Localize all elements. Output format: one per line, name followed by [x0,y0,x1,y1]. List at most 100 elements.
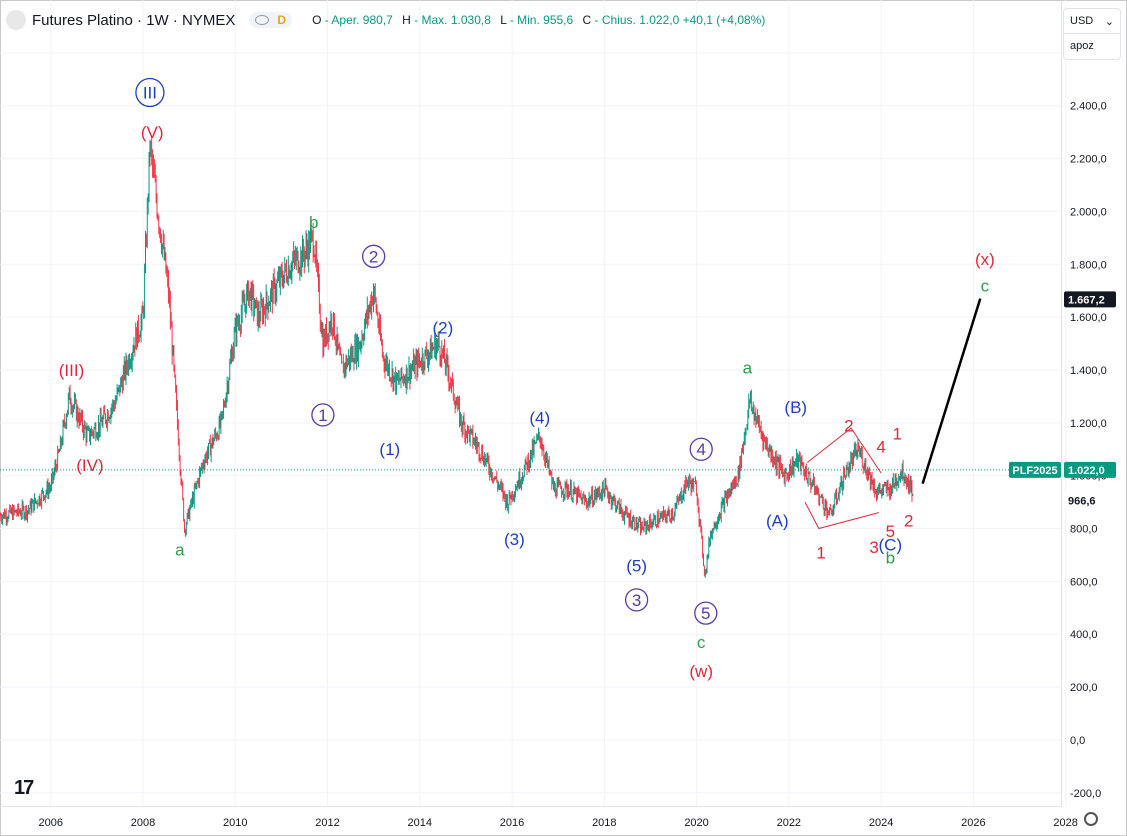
price-tag: 1.022,0 [1068,465,1105,477]
wedge-line [806,427,882,474]
y-tick-label: -200,0 [1070,788,1101,800]
y-tick-label: 2.000,0 [1070,206,1107,218]
price-tag-bg [1064,461,1116,478]
wave-circle [135,77,165,108]
wave-label: b [886,549,895,568]
wave-label: c [981,276,990,295]
wave-label: (4) [529,409,550,428]
x-tick-label: 2018 [592,817,616,829]
x-tick-label: 2024 [869,817,893,829]
wave-label: 4 [696,440,705,459]
y-tick-label: 1.600,0 [1070,312,1107,324]
wave-label: a [743,358,753,377]
wave-circle [694,601,718,625]
wave-circle [311,403,335,427]
price-tag-bg [1064,291,1116,308]
wave-label: 4 [876,438,885,457]
x-tick-label: 2026 [961,817,985,829]
scale-label: apoz [1070,39,1094,52]
x-tick-label: 2012 [315,817,339,829]
symbol-title[interactable]: Futures Platino · 1W · NYMEX [32,11,236,29]
currency-selector[interactable]: USD ⌄ apoz [1063,8,1121,60]
wave-label: (3) [504,530,525,549]
price-tag-bg [1064,492,1116,509]
wave-label: 2 [904,512,913,531]
wave-circle [624,588,649,612]
y-tick-label: 400,0 [1070,629,1098,641]
currency-label: USD [1070,15,1094,27]
wave-label: (IV) [76,456,103,475]
wedge-line [804,501,879,530]
open-label: O [312,13,322,27]
high-label: H [402,13,411,27]
x-tick-label: 2014 [408,817,432,829]
wave-label: 3 [632,591,641,610]
x-tick-label: 2016 [500,817,524,829]
wave-label: (V) [141,123,164,142]
gear-icon[interactable] [1084,812,1098,826]
x-tick-label: 2010 [223,817,247,829]
wave-label: (A) [766,512,789,531]
chart-legend-header: Futures Platino · 1W · NYMEX D O - Aper.… [6,8,765,32]
visibility-toggle[interactable]: D [249,12,293,28]
wave-label: (5) [626,557,647,576]
wave-label: 5 [886,522,895,541]
y-tick-label: 1.200,0 [1070,418,1107,430]
x-tick-label: 2020 [684,817,708,829]
y-tick-label: 2.200,0 [1070,154,1107,166]
wave-label: a [175,541,185,560]
wave-label: III [143,83,157,102]
wave-label: 1 [816,543,825,562]
y-tick-label: 600,0 [1070,576,1098,588]
wave-label: (w) [689,662,713,681]
price-axis-separator [1061,0,1062,806]
close-value: - Chius. 1.022,0 [594,13,680,27]
y-tick-label: 0,0 [1070,735,1085,747]
wave-label: (B) [784,398,807,417]
wave-label: (x) [975,250,995,269]
high-value: - Max. 1.030,8 [414,13,491,27]
scale-dropdown[interactable]: apoz [1064,33,1120,57]
close-label: C [582,13,592,27]
price-tag: 1.667,2 [1068,294,1105,306]
projection-line [921,298,982,484]
x-tick-label: 2006 [39,817,63,829]
wave-circle [362,244,386,268]
change-value: +40,1 (+4,08%) [682,13,766,27]
price-tag: 966,6 [1068,495,1096,507]
symbol-logo [6,10,26,30]
currency-dropdown[interactable]: USD ⌄ [1064,9,1120,33]
x-tick-label: 2008 [131,817,155,829]
wave-circle [689,437,713,461]
wave-label: c [697,633,706,652]
y-tick-label: 800,0 [1070,524,1098,536]
y-tick-label: 2.400,0 [1070,101,1107,113]
wave-label: 1 [318,406,327,425]
y-tick-label: 200,0 [1070,682,1098,694]
price-tag-bg [1009,461,1061,478]
wave-label: (2) [432,319,453,338]
wave-label: 5 [701,604,710,623]
wave-label: b [309,213,318,232]
time-axis-separator [0,806,1061,807]
eye-icon [255,15,270,25]
low-value: - Min. 955,6 [509,13,574,27]
wave-label: 1 [893,424,902,443]
wave-label: (III) [59,361,85,380]
wave-label: (C) [879,535,903,554]
wave-label: 2 [369,247,378,266]
y-tick-label: 1.400,0 [1070,365,1107,377]
chevron-down-icon: ⌄ [1104,15,1114,28]
tradingview-logo-icon[interactable]: 17 [14,777,34,799]
x-tick-label: 2028 [1053,817,1077,829]
timeframe-badge: D [277,13,287,27]
symbol-price-tag: PLF2025 [1012,465,1057,477]
ohlc-values: O - Aper. 980,7 H - Max. 1.030,8 L - Min… [306,13,765,27]
x-tick-label: 2022 [777,817,801,829]
low-label: L [500,13,507,27]
open-value: - Aper. 980,7 [324,13,393,27]
wave-label: 3 [869,538,878,557]
wave-label: (1) [379,440,400,459]
y-tick-label: 1.800,0 [1070,259,1107,271]
